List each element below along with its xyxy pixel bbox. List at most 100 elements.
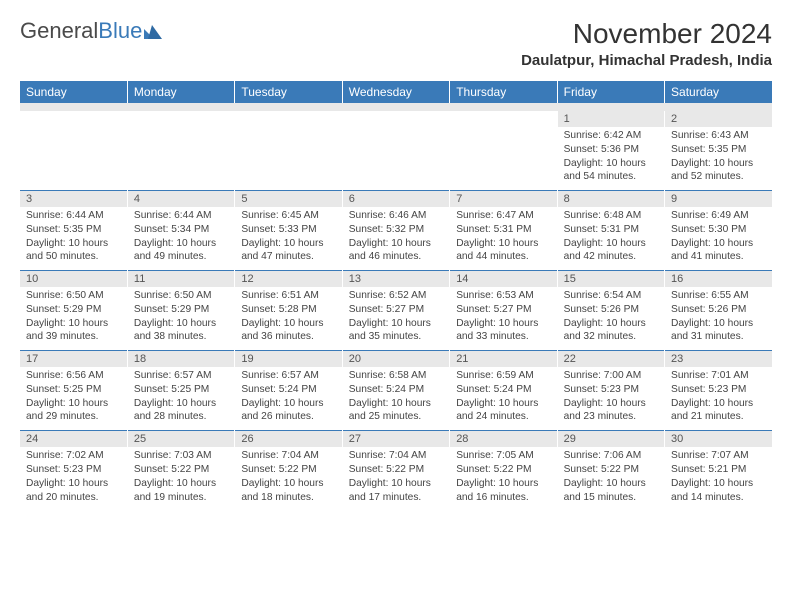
daylight-text: Daylight: 10 hours and 39 minutes.	[26, 317, 121, 345]
day-body: Sunrise: 6:42 AMSunset: 5:36 PMDaylight:…	[558, 127, 664, 190]
day-body: Sunrise: 6:54 AMSunset: 5:26 PMDaylight:…	[558, 287, 664, 350]
weekday-header: Thursday	[450, 81, 557, 103]
sunset-text: Sunset: 5:22 PM	[349, 463, 443, 477]
sunset-text: Sunset: 5:24 PM	[456, 383, 550, 397]
day-number: 14	[450, 270, 556, 287]
day-cell: 16Sunrise: 6:55 AMSunset: 5:26 PMDayligh…	[665, 270, 772, 350]
day-number: 17	[20, 350, 127, 367]
day-body: Sunrise: 6:46 AMSunset: 5:32 PMDaylight:…	[343, 207, 449, 270]
daylight-text: Daylight: 10 hours and 42 minutes.	[564, 237, 658, 265]
day-number: 19	[235, 350, 341, 367]
day-number: 13	[343, 270, 449, 287]
sunrise-text: Sunrise: 7:06 AM	[564, 449, 658, 463]
sunrise-text: Sunrise: 6:43 AM	[671, 129, 766, 143]
day-number: 30	[665, 430, 772, 447]
day-body: Sunrise: 7:03 AMSunset: 5:22 PMDaylight:…	[128, 447, 234, 510]
sunset-text: Sunset: 5:23 PM	[26, 463, 121, 477]
sunrise-text: Sunrise: 7:01 AM	[671, 369, 766, 383]
day-body: Sunrise: 6:49 AMSunset: 5:30 PMDaylight:…	[665, 207, 772, 270]
day-cell: 25Sunrise: 7:03 AMSunset: 5:22 PMDayligh…	[127, 430, 234, 510]
sunrise-text: Sunrise: 6:50 AM	[134, 289, 228, 303]
day-body: Sunrise: 6:53 AMSunset: 5:27 PMDaylight:…	[450, 287, 556, 350]
sunset-text: Sunset: 5:29 PM	[134, 303, 228, 317]
day-number: 20	[343, 350, 449, 367]
day-body: Sunrise: 6:56 AMSunset: 5:25 PMDaylight:…	[20, 367, 127, 430]
sunrise-text: Sunrise: 7:07 AM	[671, 449, 766, 463]
day-number: 10	[20, 270, 127, 287]
daylight-text: Daylight: 10 hours and 46 minutes.	[349, 237, 443, 265]
day-number: 3	[20, 190, 127, 207]
day-body: Sunrise: 7:02 AMSunset: 5:23 PMDaylight:…	[20, 447, 127, 510]
sunset-text: Sunset: 5:32 PM	[349, 223, 443, 237]
week-row: 10Sunrise: 6:50 AMSunset: 5:29 PMDayligh…	[20, 270, 772, 350]
day-number: 16	[665, 270, 772, 287]
week-row: .....1Sunrise: 6:42 AMSunset: 5:36 PMDay…	[20, 111, 772, 190]
day-body: Sunrise: 7:07 AMSunset: 5:21 PMDaylight:…	[665, 447, 772, 510]
sunrise-text: Sunrise: 6:48 AM	[564, 209, 658, 223]
daylight-text: Daylight: 10 hours and 38 minutes.	[134, 317, 228, 345]
week-row: 3 Sunrise: 6:44 AM Sunset: 5:35 PM Daylight…	[20, 190, 772, 270]
daylight-text: Daylight: 10 hours and 23 minutes.	[564, 397, 658, 425]
daylight-text: Daylight: 10 hours and 44 minutes.	[456, 237, 550, 265]
day-cell: 1Sunrise: 6:42 AMSunset: 5:36 PMDaylight…	[557, 111, 664, 190]
day-body: Sunrise: 6:52 AMSunset: 5:27 PMDaylight:…	[343, 287, 449, 350]
sunset-text: Sunset: 5:31 PM	[456, 223, 550, 237]
sunset-text: Sunset: 5:26 PM	[564, 303, 658, 317]
day-cell: 28Sunrise: 7:05 AMSunset: 5:22 PMDayligh…	[450, 430, 557, 510]
sunset-text: Sunset: 5:23 PM	[564, 383, 658, 397]
day-body: Sunrise: 6:57 AMSunset: 5:25 PMDaylight:…	[128, 367, 234, 430]
sunrise-text: Sunrise: 6:57 AM	[134, 369, 228, 383]
sunset-text: Sunset: 5:30 PM	[671, 223, 766, 237]
day-body: Sunrise: 6:55 AMSunset: 5:26 PMDaylight:…	[665, 287, 772, 350]
sunrise-text: Sunrise: 6:44 AM	[134, 209, 228, 223]
daylight-text: Daylight: 10 hours and 33 minutes.	[456, 317, 550, 345]
daylight-text: Daylight: 10 hours and 17 minutes.	[349, 477, 443, 505]
logo: GeneralBlue	[20, 18, 166, 44]
day-cell: 12Sunrise: 6:51 AMSunset: 5:28 PMDayligh…	[235, 270, 342, 350]
sunrise-text: Sunrise: 6:57 AM	[241, 369, 335, 383]
header: GeneralBlue November 2024 Daulatpur, Him…	[20, 18, 772, 69]
sunset-text: Sunset: 5:35 PM	[671, 143, 766, 157]
daylight-text: Daylight: 10 hours and 32 minutes.	[564, 317, 658, 345]
daylight-text: Daylight: 10 hours and 35 minutes.	[349, 317, 443, 345]
day-cell: 9Sunrise: 6:49 AMSunset: 5:30 PMDaylight…	[665, 190, 772, 270]
day-number: 6	[343, 190, 449, 207]
day-body: Sunrise: 6:59 AMSunset: 5:24 PMDaylight:…	[450, 367, 556, 430]
daylight-text: Daylight: 10 hours and 20 minutes.	[26, 477, 121, 505]
day-number: 18	[128, 350, 234, 367]
day-number: 26	[235, 430, 341, 447]
day-cell: 27Sunrise: 7:04 AMSunset: 5:22 PMDayligh…	[342, 430, 449, 510]
daylight-text: Daylight: 10 hours and 18 minutes.	[241, 477, 335, 505]
sunrise-text: Sunrise: 7:05 AM	[456, 449, 550, 463]
day-cell: 6Sunrise: 6:46 AMSunset: 5:32 PMDaylight…	[342, 190, 449, 270]
weekday-header: Friday	[557, 81, 664, 103]
day-cell: 14Sunrise: 6:53 AMSunset: 5:27 PMDayligh…	[450, 270, 557, 350]
sunset-text: Sunset: 5:36 PM	[564, 143, 658, 157]
title-block: November 2024 Daulatpur, Himachal Prades…	[521, 18, 772, 69]
sunset-text: Sunset: 5:22 PM	[241, 463, 335, 477]
sunset-text: Sunset: 5:29 PM	[26, 303, 121, 317]
daylight-text: Daylight: 10 hours and 25 minutes.	[349, 397, 443, 425]
sunset-text: Sunset: 5:27 PM	[349, 303, 443, 317]
sunset-text: Sunset: 5:21 PM	[671, 463, 766, 477]
day-number: 22	[558, 350, 664, 367]
weekday-header: Saturday	[665, 81, 772, 103]
day-number: 15	[558, 270, 664, 287]
day-cell: .	[20, 111, 127, 190]
calendar-body: .....1Sunrise: 6:42 AMSunset: 5:36 PMDay…	[20, 111, 772, 510]
daylight-text: Daylight: 10 hours and 28 minutes.	[134, 397, 228, 425]
sunrise-text: Sunrise: 7:03 AM	[134, 449, 228, 463]
daylight-text: Daylight: 10 hours and 54 minutes.	[564, 157, 658, 185]
sunset-text: Sunset: 5:25 PM	[134, 383, 228, 397]
day-body: Sunrise: 7:00 AMSunset: 5:23 PMDaylight:…	[558, 367, 664, 430]
sunset-text: Sunset: 5:35 PM	[26, 223, 121, 237]
sunrise-text: Sunrise: 6:49 AM	[671, 209, 766, 223]
day-cell: 18Sunrise: 6:57 AMSunset: 5:25 PMDayligh…	[127, 350, 234, 430]
day-body: Sunrise: 6:58 AMSunset: 5:24 PMDaylight:…	[343, 367, 449, 430]
day-number: 23	[665, 350, 772, 367]
daylight-text: Daylight: 10 hours and 21 minutes.	[671, 397, 766, 425]
sunset-text: Sunset: 5:33 PM	[241, 223, 335, 237]
sunrise-text: Sunrise: 6:45 AM	[241, 209, 335, 223]
weekday-header: Monday	[127, 81, 234, 103]
daylight-text: Daylight: 10 hours and 14 minutes.	[671, 477, 766, 505]
